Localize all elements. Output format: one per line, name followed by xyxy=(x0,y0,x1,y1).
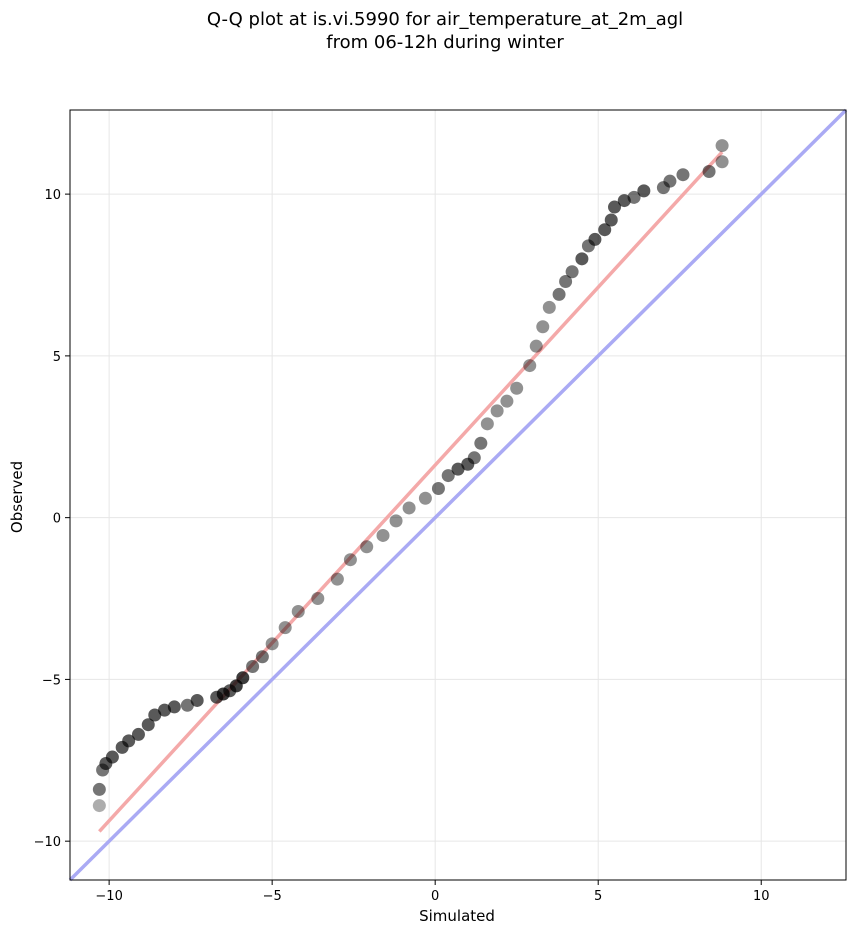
quantile-point xyxy=(158,703,172,717)
y-tick-label: 0 xyxy=(53,512,61,527)
quantile-point xyxy=(343,553,357,567)
quantile-point xyxy=(627,190,641,204)
quantile-point xyxy=(617,194,631,208)
quantile-point xyxy=(542,300,556,314)
quantile-point xyxy=(141,718,155,732)
x-tick-label: 0 xyxy=(431,889,439,904)
y-tick-label: −10 xyxy=(34,835,61,850)
quantile-point xyxy=(255,650,269,664)
quantile-point xyxy=(402,501,416,515)
chart-subtitle: from 06-12h during winter xyxy=(326,32,564,53)
quantile-point xyxy=(278,621,292,635)
quantile-point xyxy=(523,359,537,373)
quantile-point xyxy=(122,734,136,748)
x-tick-label: 5 xyxy=(594,889,602,904)
quantile-point xyxy=(451,462,465,476)
quantile-point xyxy=(702,164,716,178)
quantile-points xyxy=(92,139,729,813)
identity-line xyxy=(68,108,848,882)
quantile-point xyxy=(510,381,524,395)
quantile-point xyxy=(715,139,729,153)
quantile-point xyxy=(604,213,618,227)
quantile-point xyxy=(608,200,622,214)
quantile-point xyxy=(148,708,162,722)
quantile-point xyxy=(552,287,566,301)
quantile-point xyxy=(598,223,612,237)
quantile-point xyxy=(376,528,390,542)
fit-line xyxy=(98,150,724,833)
quantile-point xyxy=(105,750,119,764)
ticks: −10 −5 0 5 10 −10 −5 0 5 10 xyxy=(34,188,770,904)
quantile-point xyxy=(529,339,543,353)
quantile-point xyxy=(131,727,145,741)
quantile-point xyxy=(467,451,481,465)
quantile-point xyxy=(490,404,504,418)
quantile-point xyxy=(474,436,488,450)
quantile-point xyxy=(389,514,403,528)
quantile-point xyxy=(92,782,106,796)
quantile-point xyxy=(265,637,279,651)
quantile-point xyxy=(360,540,374,554)
quantile-point xyxy=(715,155,729,169)
quantile-point xyxy=(431,482,445,496)
quantile-point xyxy=(637,184,651,198)
x-tick-label: −5 xyxy=(263,889,282,904)
x-axis-label: Simulated xyxy=(419,907,495,925)
quantile-point xyxy=(480,417,494,431)
quantile-point xyxy=(575,252,589,266)
quantile-point xyxy=(676,168,690,182)
quantile-point xyxy=(418,491,432,505)
quantile-point xyxy=(291,604,305,618)
quantile-point xyxy=(559,274,573,288)
plot-frame xyxy=(69,109,847,881)
quantile-point xyxy=(663,174,677,188)
y-axis-label: Observed xyxy=(8,461,26,533)
quantile-point xyxy=(330,572,344,586)
quantile-point xyxy=(588,232,602,246)
y-tick-label: −5 xyxy=(42,673,61,688)
quantile-point xyxy=(167,700,181,714)
chart-title: Q-Q plot at is.vi.5990 for air_temperatu… xyxy=(207,9,683,30)
quantile-point xyxy=(190,693,204,707)
x-tick-label: −10 xyxy=(95,889,122,904)
x-tick-label: 10 xyxy=(753,889,770,904)
lines xyxy=(68,108,848,882)
quantile-point xyxy=(236,671,250,685)
quantile-point xyxy=(565,265,579,279)
quantile-point xyxy=(246,659,260,673)
quantile-point xyxy=(311,592,325,606)
y-tick-label: 5 xyxy=(53,350,61,365)
quantile-point xyxy=(500,394,514,408)
quantile-point xyxy=(92,799,106,813)
y-tick-label: 10 xyxy=(44,188,61,203)
quantile-point xyxy=(180,698,194,712)
quantile-point xyxy=(536,320,550,334)
quantile-point xyxy=(441,469,455,483)
